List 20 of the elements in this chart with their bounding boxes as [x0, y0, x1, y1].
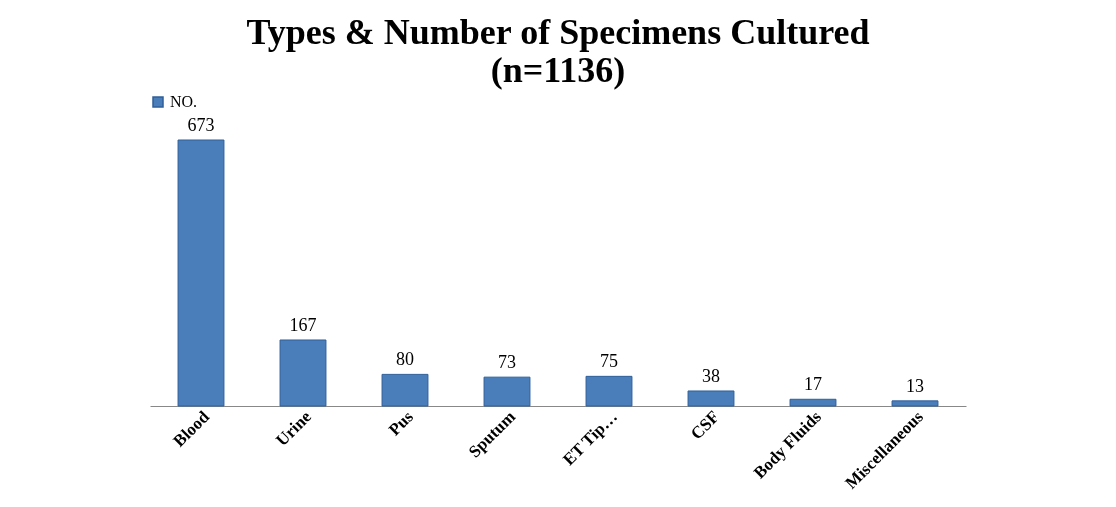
bar — [789, 398, 837, 407]
bar — [483, 376, 531, 407]
chart-title: Types & Number of Specimens Cultured (n=1136) — [246, 12, 870, 90]
bar — [891, 400, 939, 407]
data-label: 38 — [702, 365, 720, 386]
data-label: 80 — [396, 349, 414, 370]
bar — [177, 139, 225, 407]
bar — [279, 339, 327, 407]
data-label: 673 — [187, 115, 215, 135]
data-label: 13 — [906, 375, 924, 396]
data-label: 17 — [804, 374, 822, 395]
data-label: 73 — [498, 352, 516, 373]
bar — [687, 390, 735, 407]
data-label: 167 — [289, 314, 317, 335]
x-tick-label: CSF — [686, 407, 724, 444]
data-label: 75 — [600, 351, 618, 372]
x-tick-label: Pus — [384, 406, 418, 440]
bar — [585, 375, 633, 407]
bar — [381, 373, 429, 407]
legend-label: NO. — [170, 93, 198, 110]
